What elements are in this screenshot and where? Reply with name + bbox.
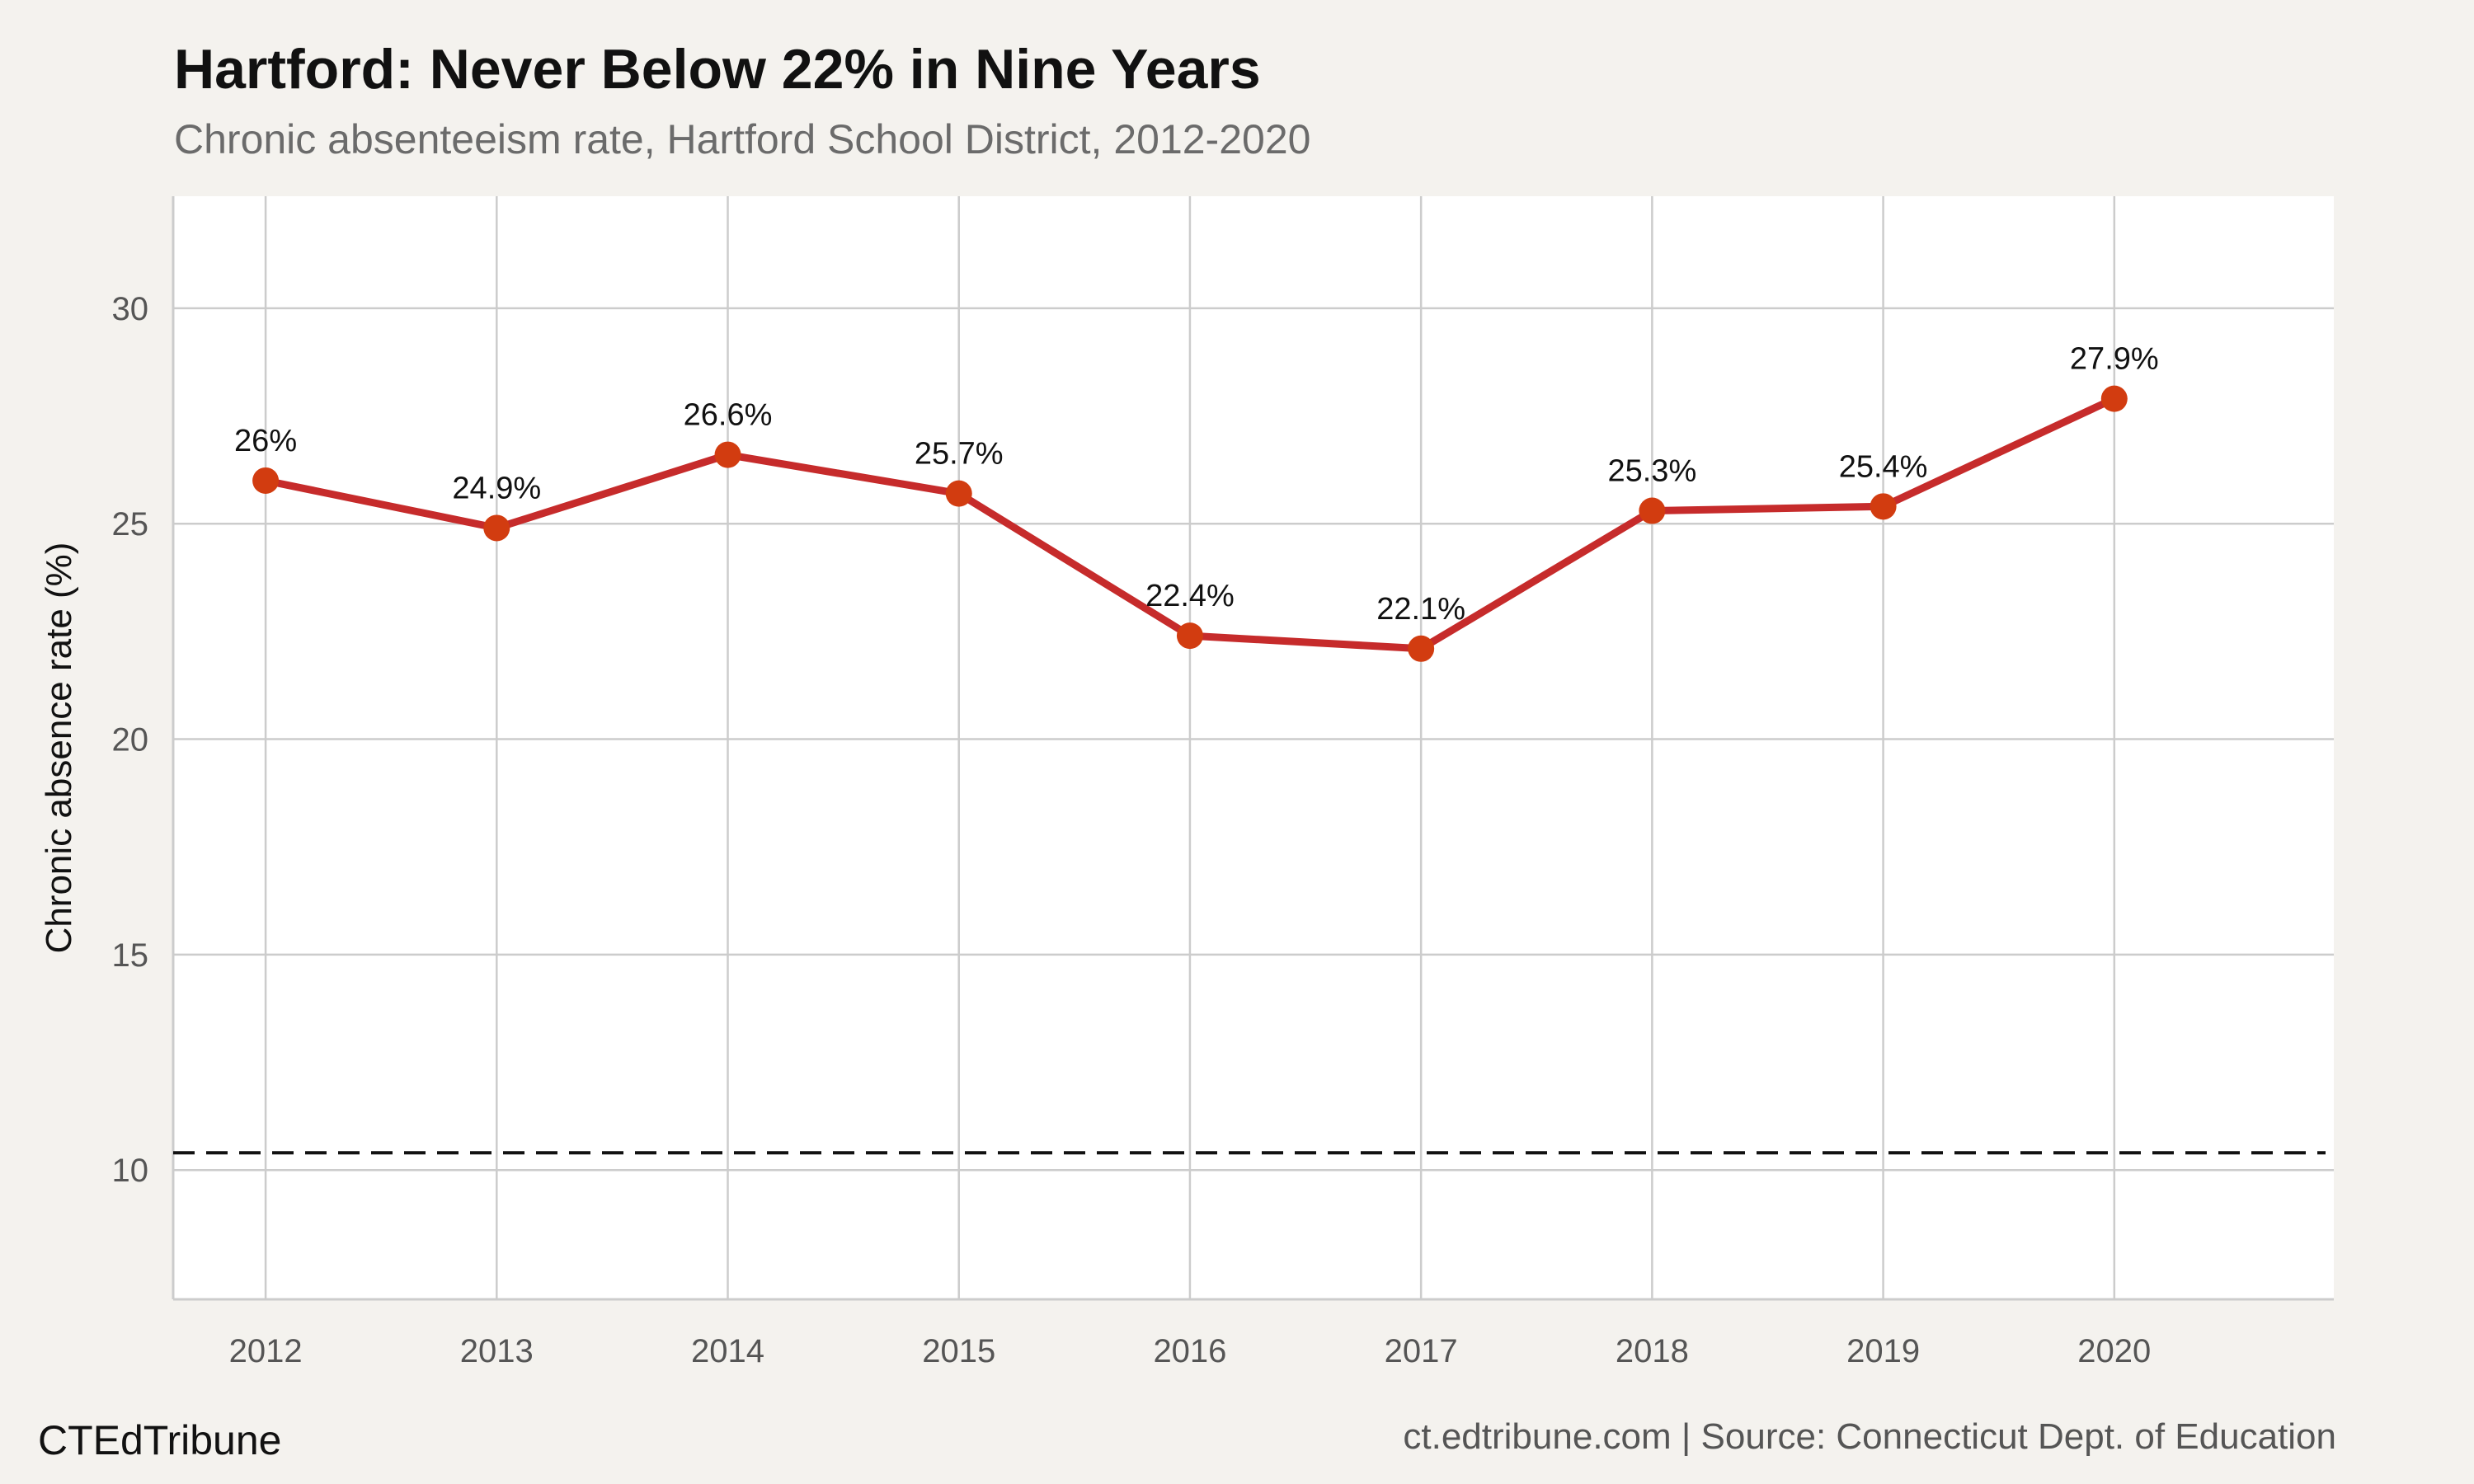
y-tick-label: 20: [112, 722, 149, 758]
x-tick-label: 2012: [229, 1333, 303, 1369]
x-tick-label: 2013: [460, 1333, 534, 1369]
data-point: [714, 441, 741, 468]
data-label: 26.6%: [684, 398, 773, 433]
x-tick-label: 2016: [1153, 1333, 1226, 1369]
data-label: 22.4%: [1145, 579, 1235, 613]
data-label: 25.3%: [1607, 454, 1696, 489]
data-point: [1176, 622, 1203, 650]
y-axis-title: Chronic absence rate (%): [39, 542, 79, 954]
y-tick-label: 10: [112, 1153, 149, 1189]
y-tick-label: 30: [112, 291, 149, 327]
data-point: [1408, 635, 1435, 662]
data-label: 27.9%: [2070, 342, 2159, 377]
plot-panel: [173, 196, 2334, 1299]
footer-source: ct.edtribune.com | Source: Connecticut D…: [1403, 1416, 2336, 1457]
x-tick-labels: 2012 2013 2014 2015 2016 2017 2018 2019 2020: [229, 1333, 2152, 1369]
chart-title: Hartford: Never Below 22% in Nine Years: [174, 38, 1261, 101]
y-tick-label: 15: [112, 937, 149, 974]
data-label: 25.7%: [915, 437, 1004, 472]
data-point: [252, 467, 280, 494]
x-tick-label: 2017: [1385, 1333, 1458, 1369]
data-point: [1639, 497, 1666, 524]
x-tick-label: 2019: [1846, 1333, 1920, 1369]
y-tick-label: 25: [112, 506, 149, 542]
footer-brand: CTEdTribune: [38, 1417, 282, 1463]
y-tick-labels: 10 15 20 25 30: [112, 291, 149, 1189]
grid-lines: [173, 196, 2334, 1299]
data-points: [252, 385, 2128, 662]
data-label: 25.4%: [1839, 449, 1928, 484]
x-tick-label: 2015: [922, 1333, 995, 1369]
data-point: [2100, 385, 2128, 412]
data-label: 24.9%: [452, 471, 541, 505]
data-label: 26%: [234, 424, 297, 458]
data-labels: 26% 24.9% 26.6% 25.7% 22.4% 22.1% 25.3% 25.4% 27…: [234, 342, 2159, 627]
chart-subtitle: Chronic absenteeism rate, Hartford Schoo…: [174, 116, 1311, 162]
data-label: 22.1%: [1376, 592, 1465, 627]
x-tick-label: 2014: [691, 1333, 764, 1369]
data-point: [483, 514, 510, 542]
data-point: [1870, 493, 1897, 520]
x-tick-label: 2020: [2077, 1333, 2151, 1369]
x-tick-label: 2018: [1616, 1333, 1689, 1369]
data-point: [945, 480, 972, 507]
